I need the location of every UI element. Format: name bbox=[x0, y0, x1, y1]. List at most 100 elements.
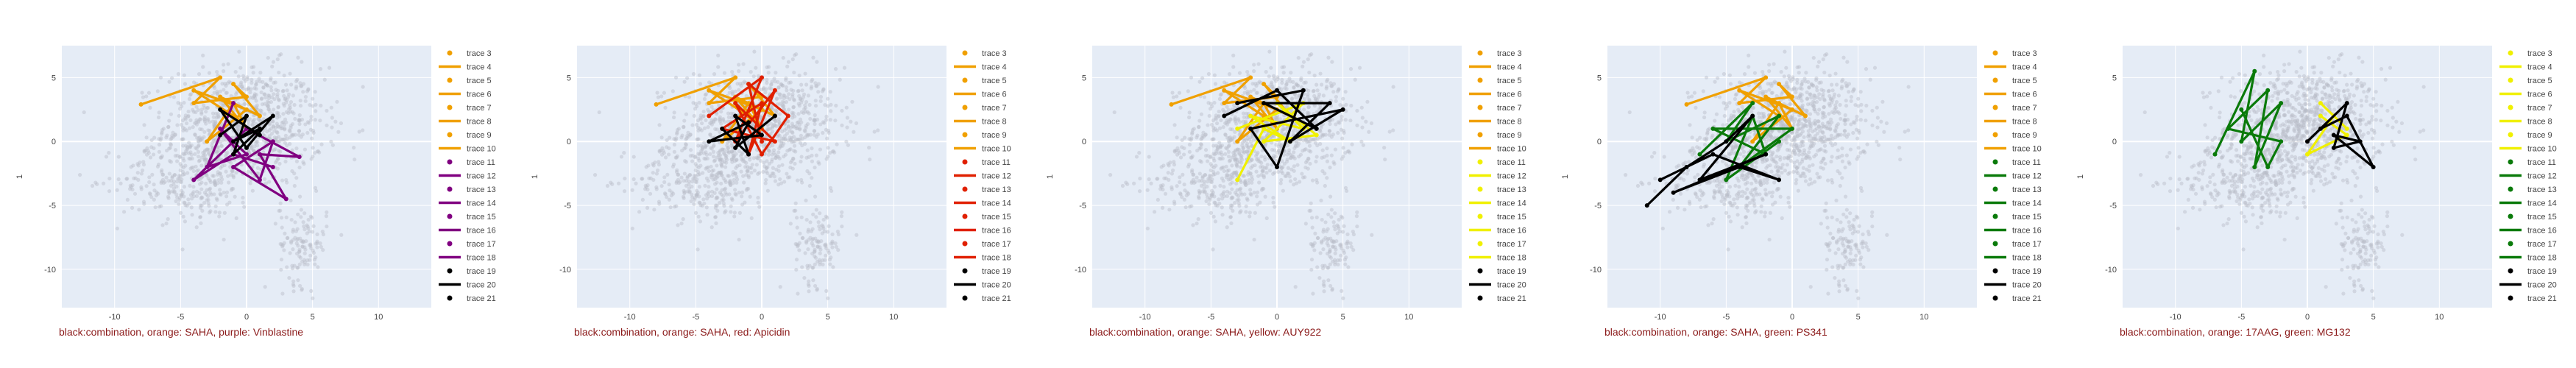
background-point bbox=[267, 122, 272, 127]
background-point bbox=[177, 155, 182, 160]
background-point bbox=[643, 187, 648, 191]
legend-entry[interactable]: trace 21 bbox=[982, 294, 1011, 303]
legend-entry[interactable]: trace 8 bbox=[982, 118, 1007, 127]
background-point bbox=[175, 153, 180, 158]
background-point bbox=[800, 137, 804, 141]
background-point bbox=[203, 153, 208, 158]
background-point bbox=[793, 139, 797, 144]
background-point bbox=[1256, 157, 1261, 161]
background-point bbox=[197, 144, 201, 148]
background-point bbox=[716, 171, 721, 176]
background-point bbox=[1834, 126, 1839, 130]
background-point bbox=[1212, 101, 1217, 105]
legend-entry[interactable]: trace 11 bbox=[982, 158, 1011, 167]
legend-entry[interactable]: trace 16 bbox=[1497, 227, 1526, 236]
background-point bbox=[309, 289, 314, 293]
background-point bbox=[1197, 79, 1202, 84]
legend-entry[interactable]: trace 13 bbox=[467, 185, 496, 194]
background-point bbox=[734, 193, 738, 197]
background-point bbox=[220, 164, 224, 169]
legend-entry[interactable]: trace 3 bbox=[467, 49, 492, 58]
legend-entry[interactable]: trace 17 bbox=[467, 240, 496, 249]
background-point bbox=[1279, 144, 1284, 148]
background-point bbox=[1816, 118, 1820, 124]
legend-entry[interactable]: trace 3 bbox=[982, 49, 1007, 58]
background-point bbox=[781, 55, 785, 60]
legend-entry[interactable]: trace 12 bbox=[467, 172, 496, 181]
legend-entry[interactable]: trace 20 bbox=[467, 281, 496, 290]
legend-entry[interactable]: trace 19 bbox=[467, 267, 496, 276]
legend-entry[interactable]: trace 18 bbox=[982, 254, 1011, 263]
legend-entry[interactable]: trace 4 bbox=[1497, 63, 1522, 72]
background-point bbox=[1220, 166, 1225, 170]
legend-entry[interactable]: trace 20 bbox=[982, 281, 1011, 290]
legend-entry[interactable]: trace 5 bbox=[982, 77, 1007, 85]
background-point bbox=[1167, 177, 1171, 182]
background-point bbox=[1314, 215, 1319, 219]
legend-entry[interactable]: trace 12 bbox=[982, 172, 1011, 181]
legend-entry[interactable]: trace 5 bbox=[1497, 77, 1522, 85]
legend-entry[interactable]: trace 14 bbox=[467, 199, 496, 208]
legend-entry[interactable]: trace 16 bbox=[982, 227, 1011, 236]
legend-entry[interactable]: trace 15 bbox=[982, 213, 1011, 222]
background-point bbox=[779, 82, 783, 86]
background-point bbox=[194, 225, 199, 230]
legend-entry[interactable]: trace 17 bbox=[1497, 240, 1526, 249]
background-point bbox=[807, 279, 811, 283]
legend-entry[interactable]: trace 9 bbox=[467, 131, 492, 140]
legend-entry[interactable]: trace 18 bbox=[1497, 254, 1526, 263]
legend-entry[interactable]: trace 14 bbox=[1497, 199, 1526, 208]
legend-entry[interactable]: trace 7 bbox=[1497, 104, 1522, 113]
background-point bbox=[1299, 78, 1303, 82]
legend-entry[interactable]: trace 9 bbox=[982, 131, 1007, 140]
legend-entry[interactable]: trace 17 bbox=[982, 240, 1011, 249]
legend-entry[interactable]: trace 20 bbox=[1497, 281, 1526, 290]
legend-entry[interactable]: trace 7 bbox=[467, 104, 492, 113]
legend-entry[interactable]: trace 11 bbox=[467, 158, 495, 167]
legend-entry[interactable]: trace 3 bbox=[1497, 49, 1522, 58]
legend-entry[interactable]: trace 7 bbox=[982, 104, 1007, 113]
background-point bbox=[683, 142, 688, 146]
legend-entry[interactable]: trace 4 bbox=[982, 63, 1007, 72]
legend-entry[interactable]: trace 11 bbox=[1497, 158, 1526, 167]
legend-entry[interactable]: trace 6 bbox=[982, 91, 1007, 99]
background-point bbox=[254, 82, 258, 87]
legend-entry[interactable]: trace 10 bbox=[982, 145, 1011, 154]
legend-entry[interactable]: trace 10 bbox=[1497, 145, 1526, 154]
background-point bbox=[697, 101, 701, 105]
background-point bbox=[1788, 154, 1794, 159]
background-point bbox=[1240, 141, 1245, 145]
background-point bbox=[234, 92, 238, 96]
legend-entry[interactable]: trace 15 bbox=[1497, 213, 1526, 222]
legend-entry[interactable]: trace 12 bbox=[1497, 172, 1526, 181]
background-point bbox=[289, 82, 294, 87]
legend-entry[interactable]: trace 10 bbox=[467, 145, 496, 154]
background-point bbox=[1807, 169, 1811, 173]
legend-entry[interactable]: trace 13 bbox=[982, 185, 1011, 194]
legend-entry[interactable]: trace 15 bbox=[467, 213, 496, 222]
legend-entry[interactable]: trace 13 bbox=[1497, 185, 1526, 194]
legend-entry[interactable]: trace 4 bbox=[467, 63, 492, 72]
background-point bbox=[1792, 85, 1797, 91]
legend-entry[interactable]: trace 5 bbox=[467, 77, 492, 85]
legend-entry[interactable]: trace 21 bbox=[467, 294, 496, 303]
background-point bbox=[289, 198, 293, 203]
background-point bbox=[197, 159, 201, 163]
legend-entry[interactable]: trace 8 bbox=[467, 118, 492, 127]
legend-entry[interactable]: trace 18 bbox=[467, 254, 496, 263]
background-point bbox=[792, 53, 797, 57]
legend-entry[interactable]: trace 6 bbox=[467, 91, 492, 99]
legend-entry[interactable]: trace 9 bbox=[1497, 131, 1522, 140]
legend-entry[interactable]: trace 16 bbox=[467, 227, 496, 236]
legend-entry[interactable]: trace 14 bbox=[982, 199, 1011, 208]
background-point bbox=[300, 288, 304, 292]
legend-entry[interactable]: trace 19 bbox=[1497, 267, 1526, 276]
legend-entry[interactable]: trace 6 bbox=[1497, 91, 1522, 99]
background-point bbox=[731, 181, 735, 185]
legend-entry[interactable]: trace 19 bbox=[982, 267, 1011, 276]
orange-series-point bbox=[707, 101, 712, 106]
legend-entry[interactable]: trace 21 bbox=[1497, 294, 1526, 303]
background-point bbox=[1275, 150, 1280, 155]
background-point bbox=[800, 98, 804, 102]
legend-entry[interactable]: trace 8 bbox=[1497, 118, 1522, 127]
